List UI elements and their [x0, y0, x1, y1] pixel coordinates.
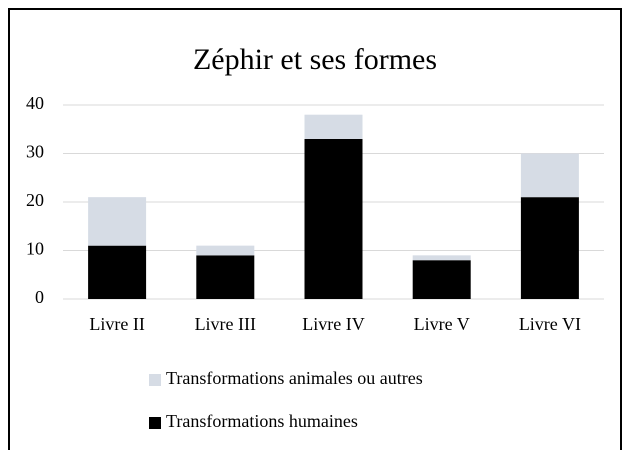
- bar-segment: [196, 245, 255, 256]
- legend-label: Transformations animales ou autres: [166, 368, 423, 388]
- bar-segment: [196, 255, 255, 299]
- bar-segment: [412, 260, 471, 299]
- bar-segment: [520, 153, 579, 198]
- legend-swatch: [149, 417, 161, 429]
- y-tick-label: 20: [26, 190, 44, 210]
- y-tick-label: 40: [26, 93, 44, 113]
- bar-segment: [304, 138, 363, 299]
- y-tick-label: 0: [35, 287, 44, 307]
- x-tick-label: Livre III: [195, 314, 256, 334]
- legend-swatch: [149, 374, 161, 386]
- x-tick-label: Livre IV: [302, 314, 364, 334]
- bar-segment: [520, 197, 579, 299]
- y-tick-label: 10: [26, 239, 44, 259]
- bar-segment: [88, 197, 147, 246]
- x-tick-label: Livre II: [89, 314, 144, 334]
- bar-segment: [88, 245, 147, 299]
- bar-segment: [412, 255, 471, 261]
- y-tick-label: 30: [26, 142, 44, 162]
- legend-label: Transformations humaines: [166, 411, 358, 431]
- bar-segment: [304, 114, 363, 139]
- x-tick-label: Livre V: [414, 314, 470, 334]
- x-tick-label: Livre VI: [519, 314, 581, 334]
- chart-title: Zéphir et ses formes: [193, 43, 437, 76]
